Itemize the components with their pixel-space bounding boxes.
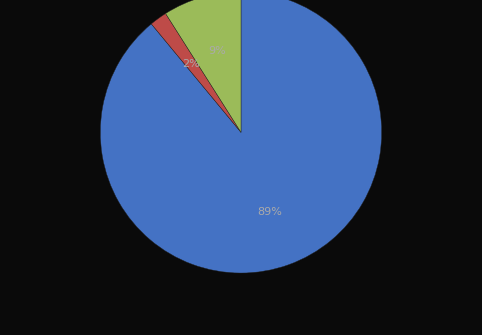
Text: 9%: 9% [209, 46, 227, 56]
Wedge shape [151, 13, 241, 132]
Wedge shape [100, 0, 382, 273]
Text: 89%: 89% [257, 207, 282, 217]
Text: 2%: 2% [183, 59, 200, 69]
Wedge shape [166, 0, 241, 132]
